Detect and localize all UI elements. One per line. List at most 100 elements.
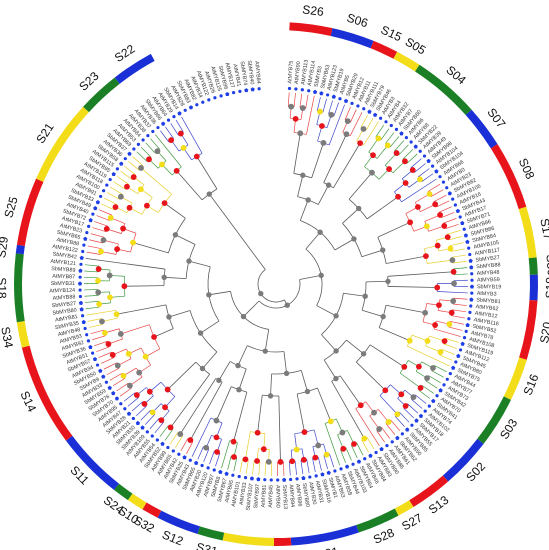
node-support-marker [357, 402, 364, 409]
node-support-marker [130, 174, 137, 180]
group-ring-segment-s05 [393, 51, 420, 72]
node-support-marker [376, 426, 383, 432]
node-support-marker [312, 454, 319, 461]
leaf-marker-dot [442, 383, 446, 387]
leaf-marker-dot [427, 404, 431, 408]
node-support-marker [107, 214, 114, 221]
node-support-marker [304, 388, 311, 395]
leaf-marker-dot [379, 116, 383, 120]
leaf-marker-dot [350, 101, 354, 105]
leaf-marker-dot [445, 186, 449, 190]
node-support-marker [107, 294, 113, 301]
leaf-marker-star [79, 307, 84, 312]
leaf-marker-star [463, 233, 469, 238]
group-ring-segment-s34 [16, 321, 30, 348]
group-label-s29: S29 [0, 235, 11, 258]
node-support-marker [159, 161, 165, 168]
node-support-marker [351, 236, 357, 242]
leaf-marker-star [78, 300, 84, 305]
leaf-marker-dot [151, 129, 155, 134]
leaf-label: AtMYB88 [53, 294, 76, 301]
node-support-marker [315, 442, 322, 449]
leaf-marker-dot [243, 476, 248, 480]
leaf-marker-dot [418, 149, 422, 153]
node-support-marker [423, 223, 430, 230]
leaf-marker-dot [394, 127, 399, 131]
node-support-marker [277, 459, 284, 465]
node-support-marker [258, 290, 264, 297]
leaf-marker-dot [307, 89, 311, 93]
leaf-marker-dot [389, 123, 393, 128]
node-support-marker [375, 135, 382, 142]
node-support-marker [216, 377, 222, 384]
leaf-marker-star [455, 208, 460, 213]
node-support-marker [117, 331, 124, 337]
leaf-marker-dot [83, 326, 87, 331]
group-ring-segment-s01 [290, 524, 359, 546]
leaf-marker-dot [201, 100, 205, 104]
group-label-s07: S07 [484, 105, 508, 131]
leaf-marker-dot [400, 432, 404, 436]
leaf-marker-dot [374, 450, 378, 455]
leaf-label: AtMYB88 [56, 237, 80, 247]
group-label-s28: S28 [371, 525, 396, 546]
node-support-marker [177, 431, 184, 437]
leaf-marker-dot [87, 224, 91, 228]
leaf-marker-dot [467, 317, 471, 321]
leaf-marker-dot [338, 97, 342, 101]
leaf-marker-dot [362, 107, 366, 111]
group-ring [13, 22, 538, 546]
node-support-marker [283, 370, 290, 377]
node-support-marker [317, 108, 323, 115]
node-support-marker [384, 142, 391, 149]
node-support-marker [340, 445, 347, 452]
leaf-marker-star [93, 205, 98, 211]
leaf-label: SbMYB81 [476, 297, 501, 305]
node-support-marker [199, 365, 206, 372]
group-ring-segment-s30 [528, 257, 538, 275]
leaf-marker-star [372, 112, 378, 117]
leaf-marker-star [111, 391, 116, 396]
group-ring-segment-s18 [13, 253, 25, 323]
leaf-label: SbMYB86 [470, 226, 495, 238]
leaf-marker-star [88, 218, 93, 223]
node-support-marker [206, 292, 212, 298]
leaf-marker-dot [269, 478, 273, 482]
node-support-marker [288, 103, 295, 110]
leaf-label: SbMYB1 [327, 477, 339, 499]
leaf-marker-star [256, 477, 261, 482]
node-support-marker [437, 212, 443, 218]
node-support-marker [214, 449, 221, 455]
leaf-marker-dot [384, 120, 388, 124]
leaf-marker-dot [91, 351, 95, 355]
leaf-marker-star [107, 385, 112, 390]
leaf-marker-dot [207, 98, 211, 102]
leaf-marker-star [468, 258, 473, 263]
leaf-marker-dot [132, 147, 136, 151]
node-support-marker [146, 388, 153, 395]
group-ring-segment-s31 [197, 526, 225, 541]
leaf-marker-dot [462, 227, 466, 231]
node-support-marker [447, 245, 454, 252]
node-support-marker [319, 123, 325, 129]
group-ring-segment-s23 [83, 77, 120, 113]
leaf-label: SbMYB42 [52, 251, 77, 260]
leaf-label: SbMYB19 [477, 284, 501, 290]
node-support-marker [415, 363, 422, 370]
node-support-marker [333, 313, 339, 319]
internal-node-markers [95, 103, 457, 465]
leaf-marker-star [447, 191, 452, 196]
node-support-marker [320, 140, 327, 146]
leaf-marker-dot [435, 394, 439, 398]
leaf-marker-dot [470, 272, 474, 276]
leaf-marker-star [218, 469, 223, 474]
group-ring-segment-s15 [370, 40, 398, 59]
node-support-marker [299, 105, 306, 111]
node-support-marker [444, 234, 451, 241]
group-label-s17: S17 [537, 217, 549, 241]
node-support-marker [333, 375, 339, 382]
node-support-marker [235, 362, 241, 369]
leaf-marker-star [282, 477, 287, 482]
leaf-label: SbMYB96 [217, 65, 229, 90]
node-support-marker [106, 272, 113, 279]
